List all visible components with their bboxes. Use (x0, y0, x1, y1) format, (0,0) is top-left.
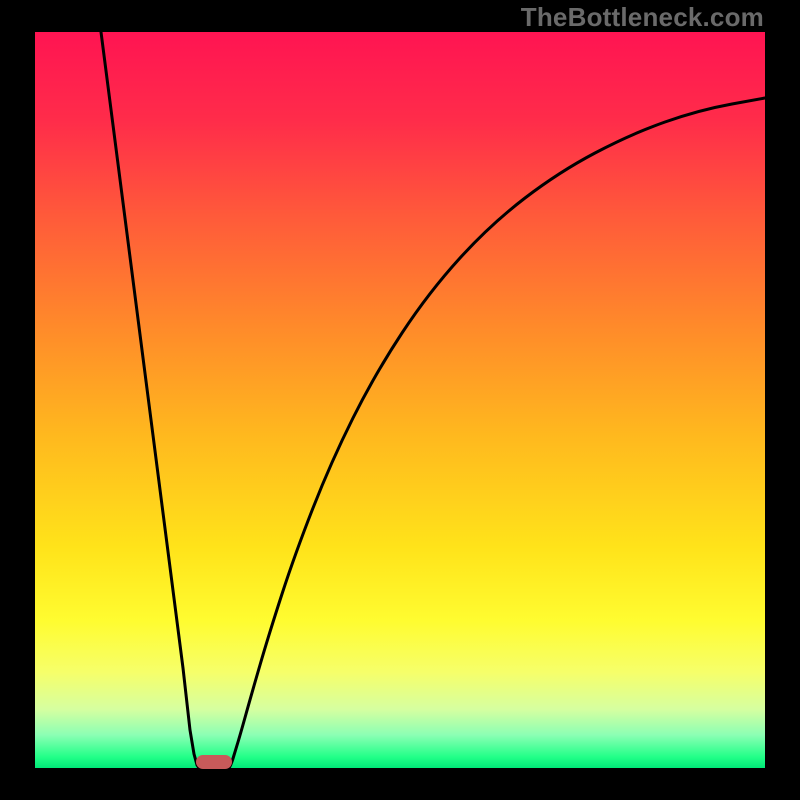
frame-left (0, 0, 35, 800)
watermark-text: TheBottleneck.com (521, 2, 764, 33)
frame-right (765, 0, 800, 800)
bottleneck-curve (35, 32, 765, 768)
frame-bottom (0, 768, 800, 800)
plot-area (35, 32, 765, 768)
optimal-marker (196, 755, 232, 769)
